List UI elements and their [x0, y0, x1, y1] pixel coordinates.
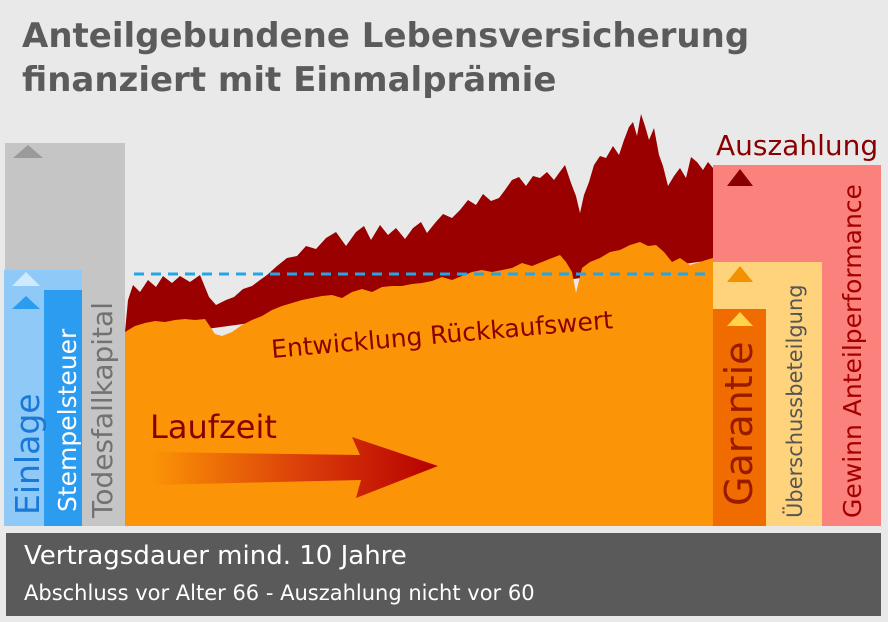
laufzeit-arrow	[152, 437, 438, 498]
gewinn-anteilperformance-label: Gewinn Anteilperformance	[838, 184, 867, 518]
einlage-label: Einlage	[8, 393, 47, 515]
title-line-1: Anteilgebundene Lebensversicherung	[22, 16, 750, 56]
garantie-label: Garantie	[717, 341, 761, 506]
stempelsteuer-arrow-icon	[12, 296, 40, 309]
vertragsdauer-text: Vertragsdauer mind. 10 Jahre	[24, 541, 407, 571]
stempelsteuer-bar	[44, 290, 82, 526]
anteilperformance-area	[125, 114, 713, 340]
garantie-bar	[713, 309, 766, 526]
diagram-title: Anteilgebundene Lebensversicherung finan…	[22, 14, 749, 102]
abschluss-text: Abschluss vor Alter 66 - Auszahlung nich…	[24, 581, 535, 605]
todesfallkapital-arrow-icon	[13, 145, 43, 158]
todesfallkapital-label: Todesfallkapital	[86, 302, 119, 519]
auszahlung-label: Auszahlung	[716, 129, 878, 162]
footer-panel: Vertragsdauer mind. 10 Jahre Abschluss v…	[6, 533, 881, 616]
title-line-2: finanziert mit Einmalprämie	[22, 60, 557, 100]
garantie-arrow-icon	[727, 312, 753, 326]
ueberschussbeteiligung-label: Überschussbeteilgung	[782, 284, 807, 518]
stempelsteuer-label: Stempelsteuer	[53, 328, 82, 512]
ueberschuss-arrow-icon	[727, 266, 753, 282]
einlage-arrow-icon	[12, 272, 40, 286]
laufzeit-label: Laufzeit	[150, 408, 277, 446]
auszahlung-arrow-icon	[727, 169, 753, 186]
